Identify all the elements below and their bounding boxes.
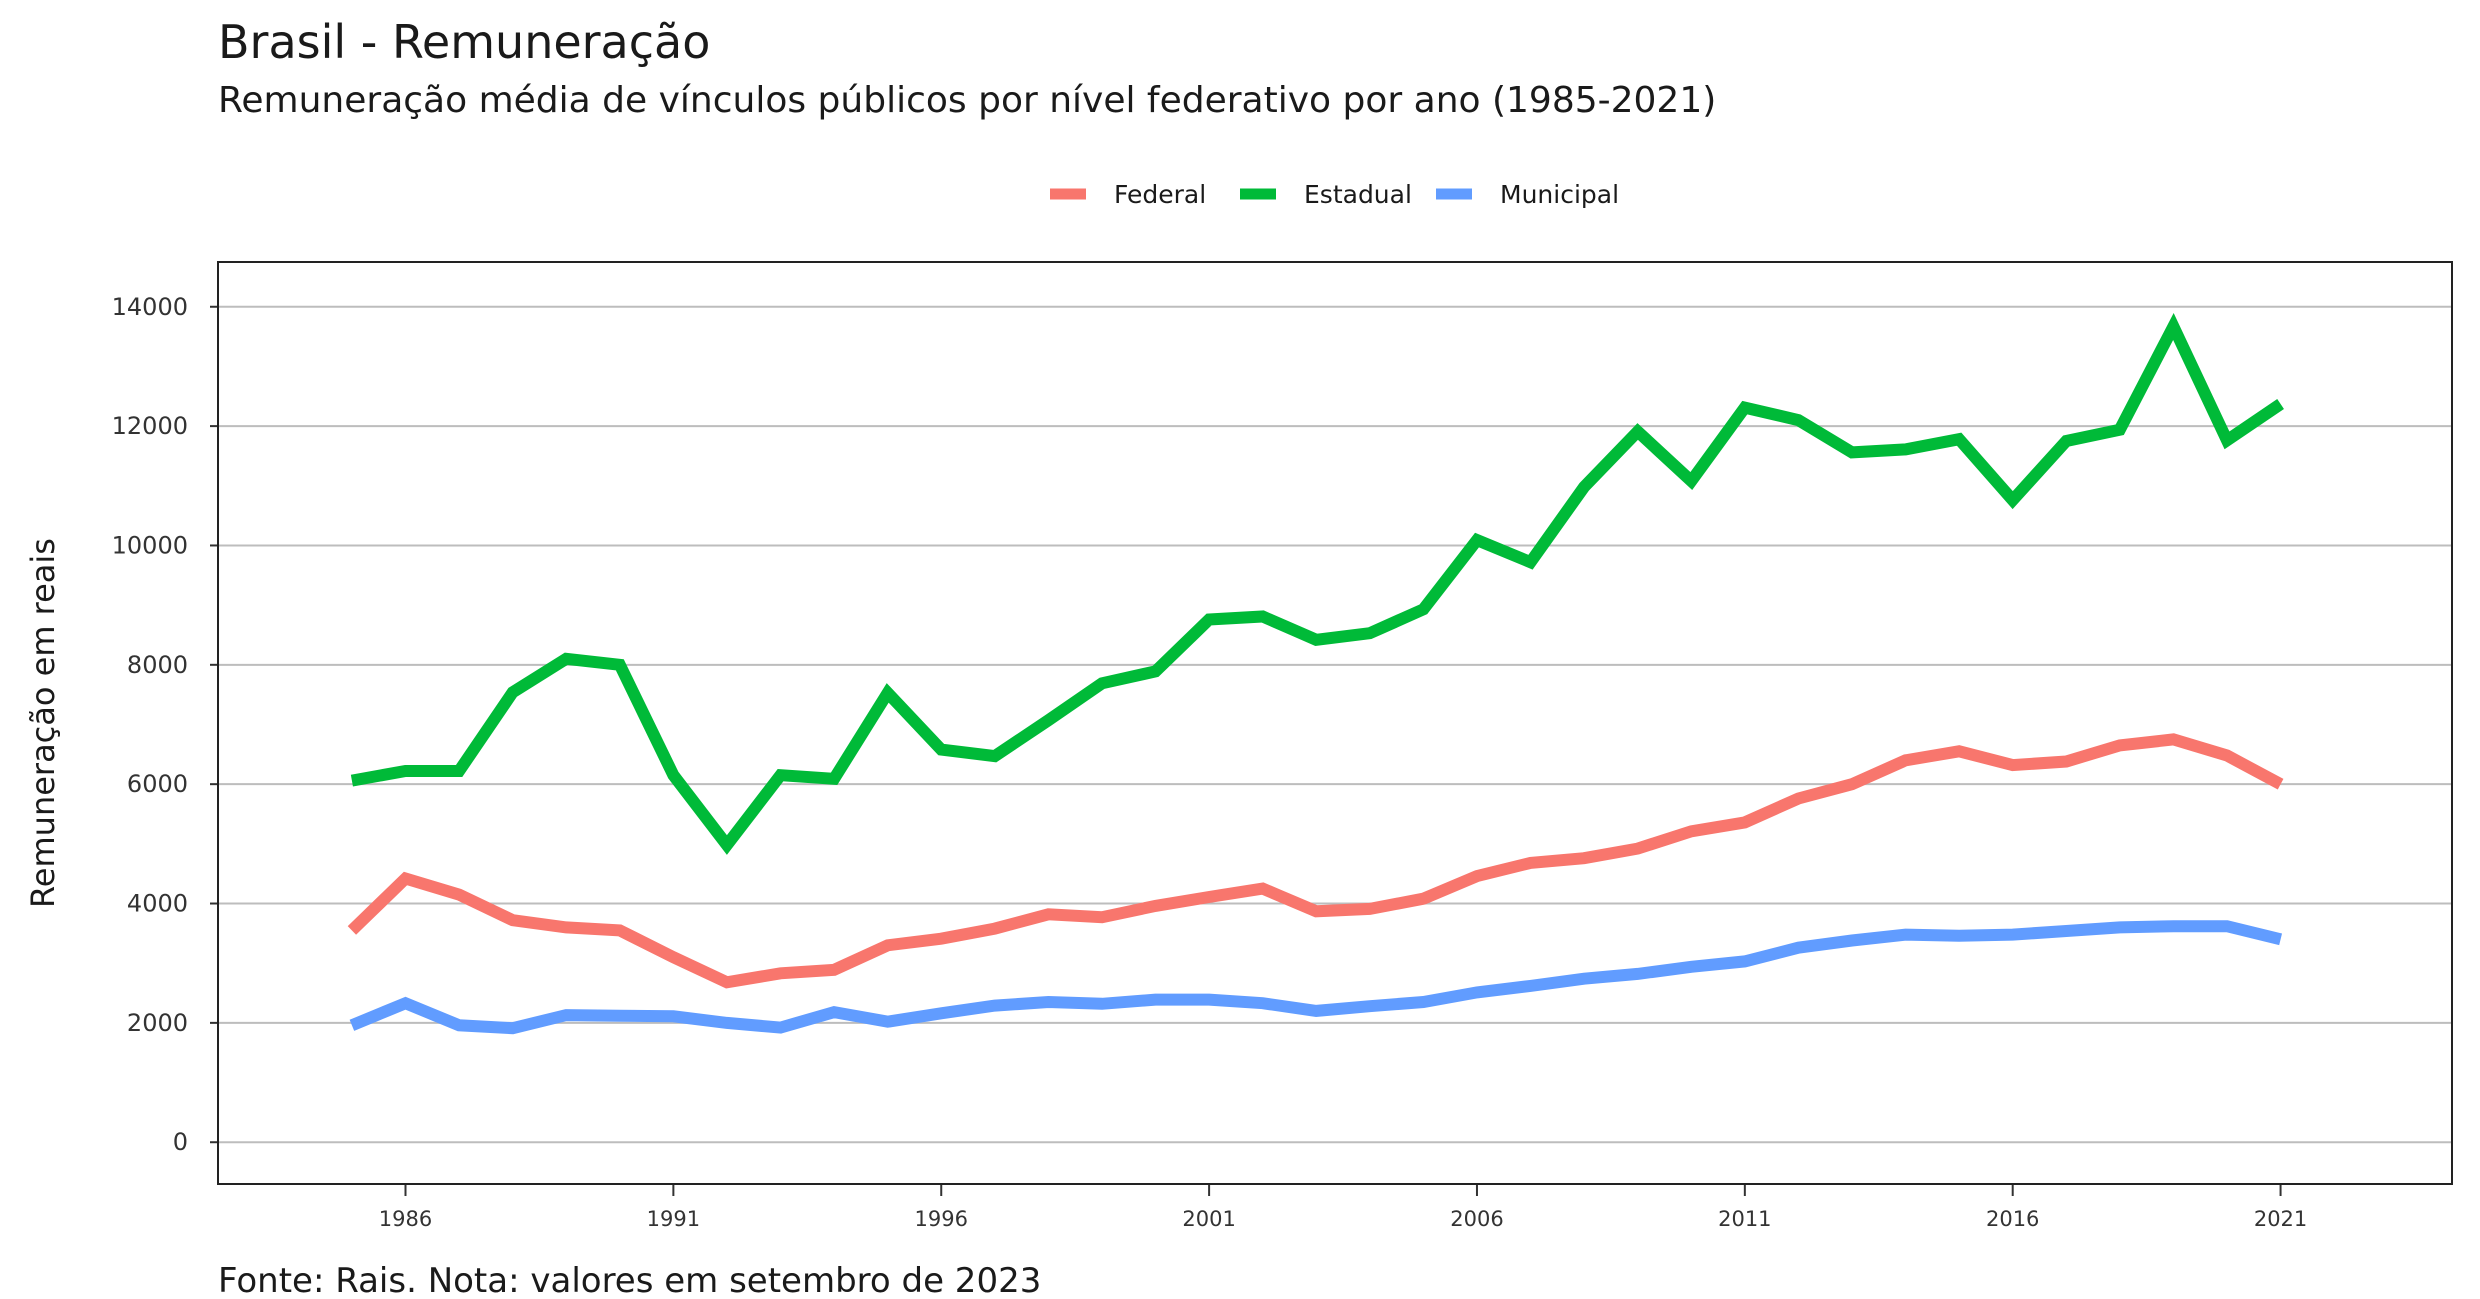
gridlines: [218, 305, 2452, 1144]
x-tick-label: 2021: [2254, 1207, 2307, 1231]
legend-item-federal: Federal: [1050, 180, 1206, 209]
legend-item-estadual: Estadual: [1240, 180, 1412, 209]
chart-subtitle: Remuneração média de vínculos públicos p…: [218, 80, 1716, 121]
y-tick-label: 14000: [112, 293, 188, 321]
y-tick-label: 4000: [127, 890, 188, 918]
x-tick-label: 1986: [379, 1207, 432, 1231]
series-line-estadual: [350, 312, 2284, 855]
series-line-municipal: [349, 920, 2283, 1035]
y-axis-title: Remuneração em reais: [24, 538, 62, 908]
series-line-federal: [347, 733, 2284, 989]
legend-item-municipal: Municipal: [1436, 180, 1619, 209]
x-tick-label: 2001: [1182, 1207, 1235, 1231]
series-lines: [347, 312, 2284, 1035]
y-tick-label: 6000: [127, 770, 188, 798]
legend: Federal Estadual Municipal: [1050, 180, 1619, 209]
chart-title: Brasil - Remuneração: [218, 15, 710, 69]
legend-label: Federal: [1114, 180, 1206, 209]
x-tick-label: 1991: [647, 1207, 700, 1231]
y-tick-label: 10000: [112, 531, 188, 559]
x-tick-label: 2006: [1450, 1207, 1503, 1231]
plot-border: [217, 261, 2453, 1185]
y-tick-label: 8000: [127, 651, 188, 679]
x-tick-label: 2011: [1718, 1207, 1771, 1231]
x-tick-label: 2016: [1986, 1207, 2039, 1231]
y-tick-label: 2000: [127, 1009, 188, 1037]
y-axis-ticks: 0 2000 4000 6000 8000 10000 12000 14000: [112, 293, 218, 1156]
x-tick-label: 1996: [915, 1207, 968, 1231]
legend-label: Estadual: [1304, 180, 1412, 209]
y-tick-label: 0: [173, 1128, 188, 1156]
x-axis-ticks: 1986 1991 1996 2001 2006 2011 2016 2021: [379, 1184, 2307, 1231]
legend-label: Municipal: [1500, 180, 1619, 209]
caption: Fonte: Rais. Nota: valores em setembro d…: [218, 1261, 1041, 1299]
y-tick-label: 12000: [112, 412, 188, 440]
